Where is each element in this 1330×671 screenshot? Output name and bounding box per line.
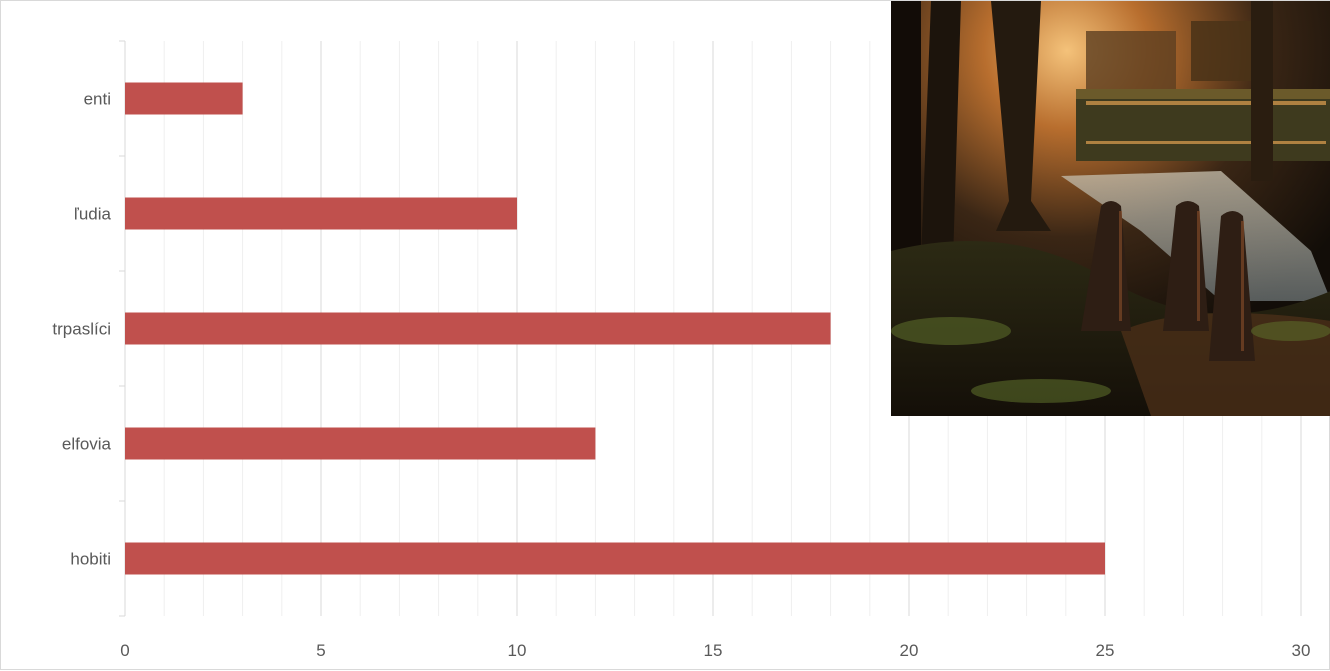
x-tick-label: 10	[508, 641, 527, 660]
bar-ľudia	[125, 197, 517, 230]
forest-procession-photo	[891, 1, 1330, 416]
category-label: enti	[84, 90, 111, 109]
x-tick-label: 15	[704, 641, 723, 660]
x-tick-label: 0	[120, 641, 129, 660]
category-labels: enti ľudia trpaslíci elfovia hobiti	[52, 90, 111, 569]
x-tick-label: 25	[1096, 641, 1115, 660]
category-label: trpaslíci	[52, 320, 111, 339]
category-label: ľudia	[74, 205, 112, 224]
category-label: elfovia	[62, 435, 112, 454]
x-tick-label: 5	[316, 641, 325, 660]
axes	[119, 40, 126, 617]
bar-trpaslíci	[125, 312, 831, 345]
x-tick-labels: 0 5 10 15 20 25 30	[120, 641, 1310, 660]
bar-hobiti	[125, 542, 1105, 575]
bars	[125, 82, 1105, 575]
bar-enti	[125, 82, 243, 115]
x-tick-label: 30	[1292, 641, 1311, 660]
category-label: hobiti	[70, 550, 111, 569]
x-tick-label: 20	[900, 641, 919, 660]
bar-elfovia	[125, 427, 596, 460]
